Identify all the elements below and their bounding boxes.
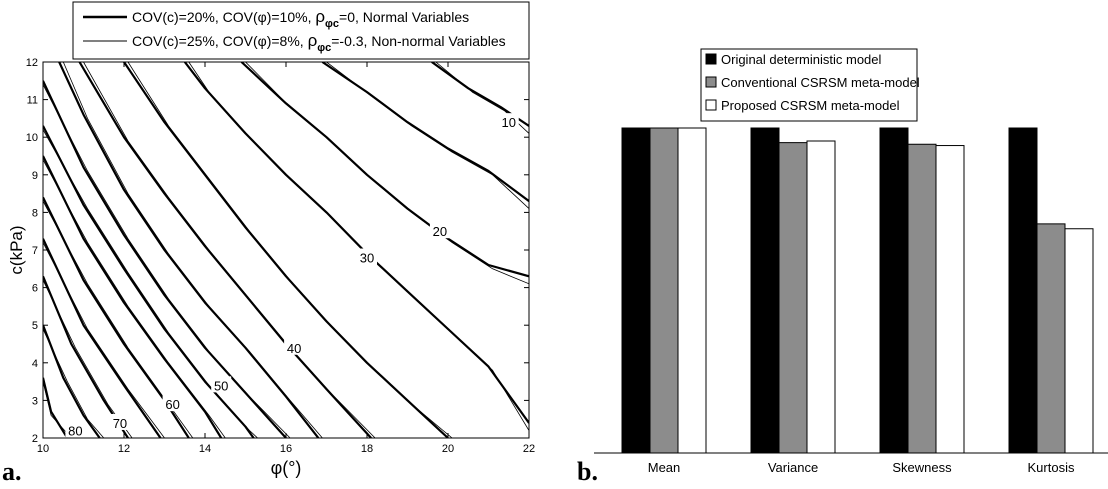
contour-legend-frame (72, 1, 530, 60)
contour-y-axis-label: c(kPa) (7, 225, 26, 274)
legend-swatch-2 (705, 99, 717, 111)
normal-contour-line-7 (43, 80, 287, 438)
panel-label-b: b. (577, 457, 598, 484)
contour-label-bg-70 (109, 413, 130, 430)
category-label-variance: Variance (768, 460, 818, 475)
nonnormal-contour-line-8 (62, 62, 323, 438)
nonnormal-contour-line-11 (188, 62, 529, 431)
y-tick-label-3: 3 (32, 395, 38, 407)
y-tick-label-7: 7 (32, 245, 38, 257)
y-tick-label-9: 9 (32, 170, 38, 182)
y-tick-label-11: 11 (27, 95, 38, 107)
legend-entry-nonnormal: COV(c)=25%, COV(φ)=8%, ρφc=-0.3, Non-nor… (132, 31, 506, 54)
contour-label-bg-10 (498, 113, 519, 130)
contour-label-bg-30 (357, 248, 377, 265)
category-label-skewness: Skewness (892, 460, 952, 475)
x-tick-label-12: 12 (118, 443, 130, 455)
contour-label-30: 30 (360, 251, 374, 266)
x-tick-label-10: 10 (37, 443, 49, 455)
contour-label-60: 60 (165, 397, 179, 412)
contour-label-20: 20 (433, 224, 447, 239)
bar-marks (621, 127, 1094, 454)
y-tick-label-2: 2 (32, 433, 38, 445)
nonnormal-contour-line-12 (245, 62, 529, 285)
bar-skewness-1 (907, 143, 937, 454)
normal-contour-line-10 (123, 62, 449, 438)
legend-entry-2: Proposed CSRSM meta-model (721, 98, 900, 113)
contour-label-40: 40 (287, 341, 301, 356)
bar-skewness-0 (879, 127, 909, 454)
contour-label-80: 80 (68, 423, 82, 438)
bar-chart: Original deterministic model Conventional… (577, 48, 1108, 486)
bar-legend-frame (700, 48, 918, 122)
x-tick-label-20: 20 (442, 443, 454, 455)
normal-contour-line-9 (78, 62, 372, 438)
legend-swatch-0 (705, 53, 717, 65)
legend-entry-normal: COV(c)=20%, COV(φ)=10%, ρφc=0, Normal Va… (132, 7, 469, 30)
contour-plot-frame (42, 61, 530, 439)
normal-contour-line-8 (58, 62, 320, 438)
bar-variance-0 (750, 127, 780, 454)
normal-contour-line-0 (43, 377, 69, 438)
bar-variance-2 (806, 140, 836, 454)
y-tick-label-5: 5 (32, 320, 38, 332)
contour-legend: COV(c)=20%, COV(φ)=10%, ρφc=0, Normal Va… (72, 1, 530, 60)
nonnormal-contour-line-4 (43, 200, 194, 438)
bar-skewness-2 (935, 145, 965, 454)
contour-label-bg-80 (65, 421, 86, 438)
category-label-kurtosis: Kurtosis (1028, 460, 1075, 475)
bar-legend: Original deterministic model Conventional… (700, 48, 920, 122)
bar-kurtosis-1 (1036, 223, 1066, 454)
y-tick-label-6: 6 (32, 283, 38, 295)
contour-lines (43, 62, 529, 438)
nonnormal-contour-line-7 (43, 84, 291, 438)
y-tick-label-8: 8 (32, 207, 38, 219)
normal-contour-line-6 (43, 125, 255, 438)
bar-kurtosis-2 (1064, 228, 1094, 454)
contour-chart: COV(c)=20%, COV(φ)=10%, ρφc=0, Normal Va… (2, 1, 535, 486)
contour-label-bg-20 (429, 222, 450, 239)
bar-mean-0 (621, 127, 651, 454)
bar-category-labels: Mean Variance Skewness Kurtosis (648, 460, 1075, 475)
y-tick-label-10: 10 (26, 132, 38, 144)
contour-label-bg-50 (211, 376, 232, 393)
y-tick-label-4: 4 (32, 358, 38, 370)
contour-label-bg-40 (284, 338, 305, 355)
nonnormal-contour-line-5 (43, 159, 226, 438)
x-tick-label-18: 18 (361, 443, 373, 455)
y-tick-label-12: 12 (26, 57, 38, 69)
bar-mean-2 (677, 127, 707, 454)
contour-label-10: 10 (502, 115, 516, 130)
category-label-mean: Mean (648, 460, 681, 475)
x-tick-label-22: 22 (523, 443, 535, 455)
contour-label-70: 70 (113, 416, 127, 431)
legend-entry-1: Conventional CSRSM meta-model (721, 75, 920, 90)
nonnormal-contour-line-13 (326, 62, 529, 209)
panel-label-a: a. (2, 457, 22, 484)
legend-swatch-1 (705, 76, 717, 88)
normal-contour-line-5 (43, 155, 223, 438)
nonnormal-contour-line-1 (43, 328, 105, 438)
bar-variance-1 (778, 142, 808, 454)
nonnormal-contour-line-6 (43, 129, 258, 438)
contour-x-axis-label: φ(°) (271, 458, 302, 478)
nonnormal-contour-line-9 (83, 62, 376, 438)
normal-contour-line-4 (43, 196, 190, 438)
contour-label-50: 50 (214, 378, 228, 393)
contour-labels: 10 20 30 40 50 60 70 80 (65, 113, 519, 438)
contour-label-bg-60 (162, 395, 183, 412)
bar-mean-1 (649, 127, 679, 454)
x-tick-label-16: 16 (280, 443, 292, 455)
bar-kurtosis-0 (1008, 127, 1038, 454)
x-tick-label-14: 14 (199, 443, 211, 455)
nonnormal-contour-line-0 (43, 381, 72, 438)
nonnormal-contour-line-10 (127, 62, 453, 438)
nonnormal-contour-line-3 (43, 242, 165, 438)
legend-entry-0: Original deterministic model (721, 52, 882, 67)
